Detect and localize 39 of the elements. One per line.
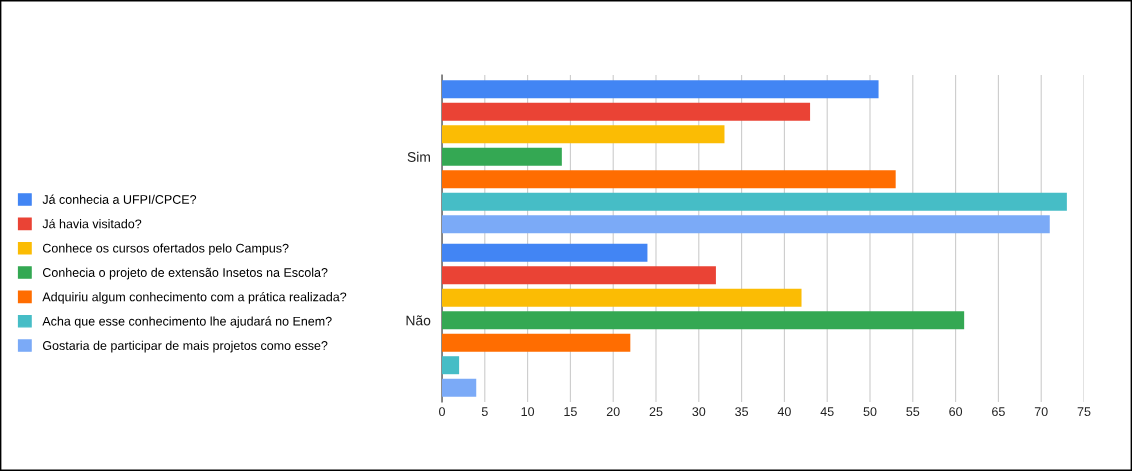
x-tick-label: 10 xyxy=(521,407,535,417)
bar xyxy=(442,80,879,99)
bar xyxy=(442,125,725,144)
bar xyxy=(442,266,716,285)
x-tick-label: 20 xyxy=(606,407,620,417)
bar xyxy=(442,243,648,262)
legend-label: Já havia visitado? xyxy=(42,218,142,229)
x-tick-label: 65 xyxy=(992,407,1005,417)
legend-label: Adquiriu algum conhecimento com a prática realizada? xyxy=(42,291,347,304)
x-tick-label: 0 xyxy=(439,407,445,417)
bar xyxy=(442,311,965,330)
y-tick-label: Sim xyxy=(407,151,430,162)
bar xyxy=(442,356,460,375)
bar xyxy=(442,378,477,397)
x-tick-label: 15 xyxy=(564,407,577,417)
x-tick-label: 45 xyxy=(820,407,834,417)
x-tick-label: 5 xyxy=(481,407,488,417)
x-tick-label: 75 xyxy=(1077,407,1091,417)
bar xyxy=(442,102,811,121)
x-tick-label: 30 xyxy=(692,407,706,417)
bar xyxy=(442,288,802,307)
x-tick-label: 50 xyxy=(863,407,877,417)
legend-label: Conhece os cursos ofertados pelo Campus? xyxy=(42,243,289,256)
x-tick-label: 35 xyxy=(735,407,749,417)
legend-label: Acha que esse conhecimento lhe ajudará no Enem? xyxy=(42,316,332,329)
x-tick-label: 70 xyxy=(1034,407,1048,417)
x-tick-label: 25 xyxy=(649,407,663,417)
bar xyxy=(442,147,562,166)
x-tick-label: 60 xyxy=(949,407,963,417)
x-tick-label: 55 xyxy=(906,407,920,417)
bar xyxy=(442,333,631,352)
bar xyxy=(442,170,896,189)
legend-label: Já conhecia a UFPI/CPCE? xyxy=(42,194,197,204)
bar xyxy=(442,215,1050,234)
bar xyxy=(442,192,1067,211)
legend-label: Gostaria de participar de mais projetos como esse? xyxy=(42,340,328,353)
x-tick-label: 40 xyxy=(777,407,791,417)
legend-label: Conhecia o projeto de extensão Insetos na Escola? xyxy=(42,267,328,280)
y-tick-label: Não xyxy=(406,315,431,326)
